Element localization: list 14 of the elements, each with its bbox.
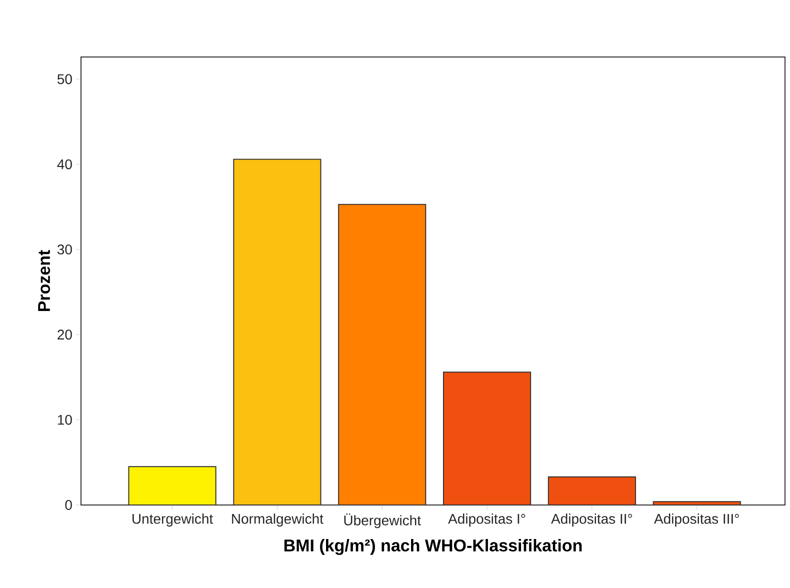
y-tick-label: 20 bbox=[58, 330, 72, 340]
x-tick-label: Normalgewicht bbox=[232, 514, 324, 527]
x-axis-title: BMI (kg/m²) nach WHO-Klassifikation bbox=[284, 539, 582, 555]
y-axis-title: Prozent bbox=[38, 250, 50, 312]
y-tick-label: 40 bbox=[57, 159, 72, 170]
x-tick-label: Übergewicht bbox=[344, 514, 421, 528]
x-tick-label: Adipositas III° bbox=[654, 514, 739, 527]
y-tick-label: 0 bbox=[65, 500, 72, 510]
y-tick-label: 30 bbox=[57, 244, 72, 254]
x-tick-label: Adipositas I° bbox=[448, 514, 526, 527]
y-tick-label: 10 bbox=[58, 414, 72, 425]
y-tick-label: 50 bbox=[57, 74, 72, 84]
x-tick-label: Adipositas II° bbox=[551, 514, 632, 527]
x-tick-label: Untergewicht bbox=[132, 514, 214, 527]
